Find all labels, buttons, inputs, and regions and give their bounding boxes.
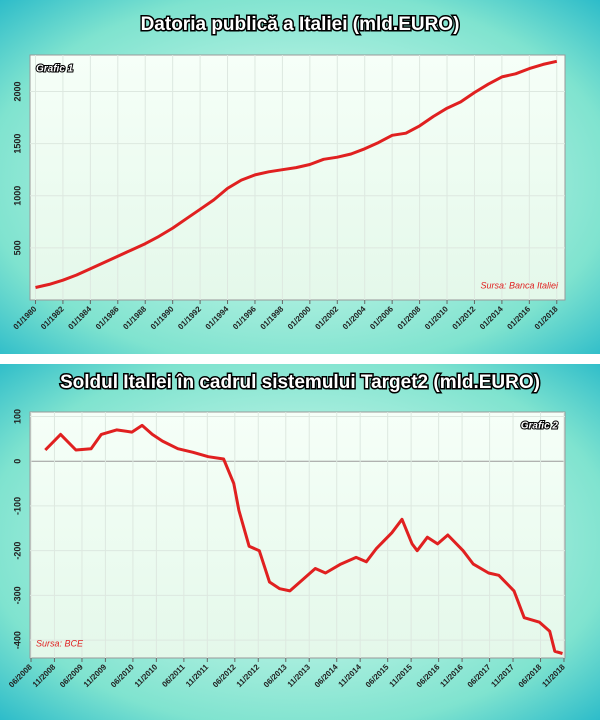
y-tick-label: 1000 (12, 186, 22, 206)
plot-area (29, 411, 566, 659)
y-tick-label: -300 (12, 586, 22, 604)
data-line (44, 423, 563, 655)
source-note: Sursa: BCE (36, 638, 84, 648)
separator (0, 354, 600, 364)
chart-title: Datoria publică a Italiei (mld.EURO) (141, 14, 460, 35)
source-note: Sursa: Banca Italiei (480, 280, 559, 290)
y-tick-label: 0 (12, 459, 22, 464)
y-tick-label: 500 (12, 240, 22, 255)
y-tick-label: 100 (12, 409, 22, 424)
chart-label: Grafic 2 (521, 421, 559, 432)
y-tick-label: 2000 (12, 81, 22, 101)
plot-area (29, 54, 566, 301)
y-tick-label: -400 (12, 631, 22, 649)
chart-title: Soldul Italiei în cadrul sistemului Targ… (60, 372, 540, 393)
data-line (35, 59, 558, 289)
chart-label: Grafic 1 (36, 64, 74, 75)
y-tick-label: 1500 (12, 134, 22, 154)
y-tick-label: -100 (12, 497, 22, 515)
y-tick-label: -200 (12, 542, 22, 560)
